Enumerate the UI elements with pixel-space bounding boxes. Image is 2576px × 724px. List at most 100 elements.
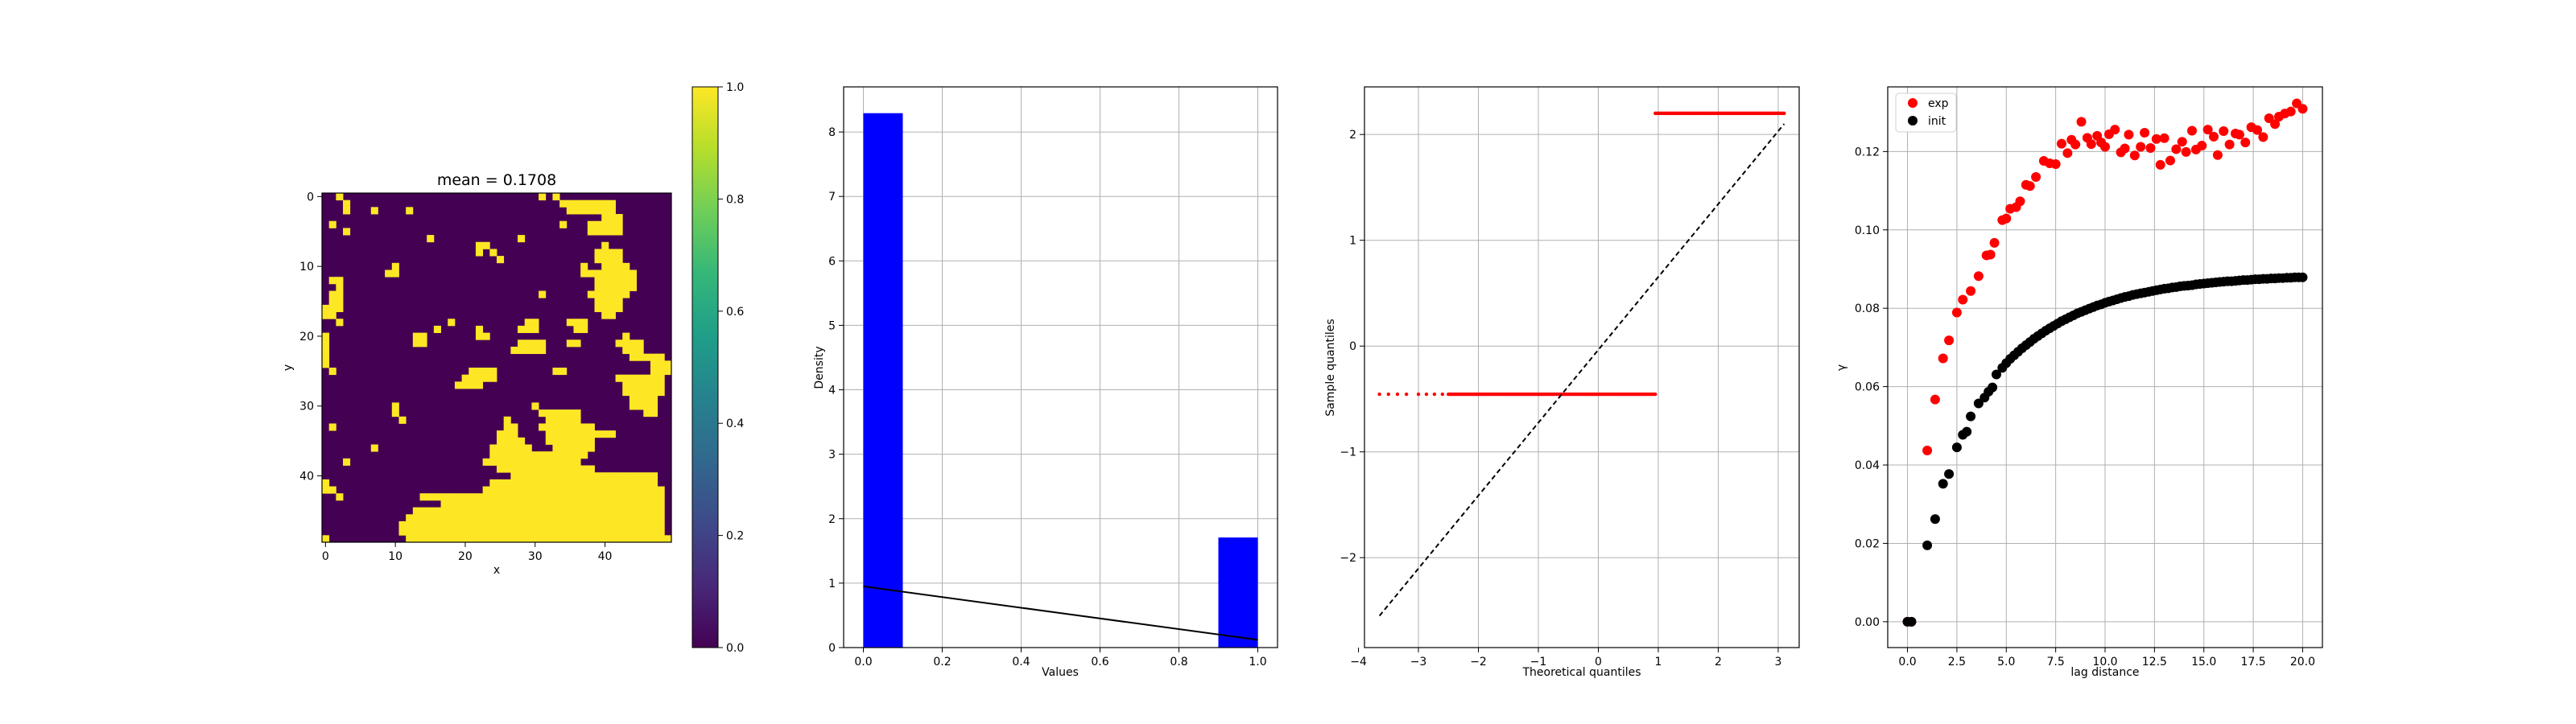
qq-x-tick-label: 2 (1715, 656, 1722, 668)
heatmap-cell (601, 228, 609, 236)
heatmap-cell (601, 493, 609, 501)
heatmap-cell (497, 479, 505, 487)
variogram-init-point (1951, 442, 1962, 453)
heatmap-cell (336, 290, 344, 298)
legend-label-init: init (1928, 115, 1946, 128)
heatmap-cell (650, 486, 658, 494)
heatmap-cell (580, 319, 588, 327)
heatmap-cell (657, 520, 665, 529)
heatmap-cell (539, 423, 547, 431)
heatmap-cell (657, 389, 665, 397)
heatmap-cell (587, 520, 595, 529)
heatmap-cell (454, 507, 462, 515)
heatmap-cell (545, 507, 553, 515)
heatmap-cell (489, 479, 497, 487)
variogram-exp-point (2086, 139, 2096, 150)
heatmap-cell (615, 262, 623, 270)
heatmap-cell (518, 465, 526, 473)
heatmap-cell (615, 228, 623, 236)
heatmap-cell (629, 381, 637, 389)
heatmap-cell (636, 389, 644, 397)
heatmap-cell (559, 486, 568, 494)
heatmap-cell (524, 458, 532, 466)
heatmap-cell (608, 493, 616, 501)
heatmap-cell (566, 514, 574, 522)
heatmap-cell (343, 228, 351, 236)
heatmap-cell (539, 500, 547, 508)
variogram-exp-point (2015, 196, 2025, 207)
heatmap-cell (580, 535, 588, 543)
qq-x-label: Theoretical quantiles (1521, 666, 1641, 679)
heatmap-cell (580, 500, 588, 508)
heatmap-cell (336, 304, 344, 312)
variogram-exp-point (2177, 137, 2187, 147)
heatmap-cell (566, 200, 574, 208)
variogram-exp-point (2258, 132, 2268, 142)
heatmap-cell (503, 520, 511, 529)
variogram-exp-point (2062, 148, 2073, 158)
histogram-y-tick-label: 0 (828, 642, 836, 655)
heatmap-cell (573, 423, 581, 431)
heatmap-cell (545, 458, 553, 466)
heatmap-cell (636, 374, 644, 382)
heatmap-cell (615, 304, 623, 312)
heatmap-cell (531, 325, 539, 333)
qq-plot-panel: Theoretical quantiles Sample quantiles −… (1324, 86, 1800, 679)
heatmap-cell (580, 493, 588, 501)
heatmap-cell (636, 514, 644, 522)
heatmap-cell (615, 472, 623, 480)
heatmap-cell (497, 437, 505, 445)
heatmap-cell (336, 193, 344, 201)
heatmap-cell (650, 479, 658, 487)
heatmap-cell (497, 256, 505, 264)
heatmap-cell (552, 514, 560, 522)
histogram-y-tick-label: 2 (828, 513, 836, 526)
heatmap-cell (608, 249, 616, 257)
heatmap-cell (657, 486, 665, 494)
variogram-exp-point (1938, 353, 1948, 364)
variogram-y-tick-label: 0.08 (1855, 302, 1880, 315)
heatmap-cell (559, 528, 568, 536)
variogram-exp-point (1951, 307, 1962, 318)
heatmap-cell (398, 528, 407, 536)
heatmap-cell (657, 374, 665, 382)
heatmap-cell (587, 528, 595, 536)
heatmap-cell (448, 493, 456, 501)
heatmap-cell (566, 479, 574, 487)
heatmap-cell (475, 535, 484, 543)
variogram-exp-point (2151, 134, 2161, 144)
variogram-exp-point (2050, 158, 2061, 169)
qq-sample-point (1782, 111, 1786, 116)
histogram-bar (863, 113, 903, 648)
heatmap-cell (518, 500, 526, 508)
heatmap-cell (629, 507, 637, 515)
heatmap-cell (448, 528, 456, 536)
heatmap-cell (608, 514, 616, 522)
heatmap-cell (440, 535, 448, 543)
histogram-y-tick-label: 8 (828, 126, 836, 139)
heatmap-cell (587, 507, 595, 515)
variogram-axes-frame (1887, 86, 2323, 648)
histogram-y-tick-label: 7 (828, 191, 836, 204)
heatmap-cell (622, 374, 630, 382)
heatmap-cell (650, 500, 658, 508)
heatmap-cell (539, 290, 547, 298)
heatmap-cell (524, 325, 532, 333)
heatmap-cell (454, 520, 462, 529)
heatmap-cell (531, 465, 539, 473)
heatmap-cell (427, 514, 435, 522)
heatmap-cell (489, 458, 497, 466)
heatmap-cell (559, 368, 568, 376)
variogram-exp-point (2197, 141, 2207, 151)
qq-sample-point (1404, 392, 1409, 397)
qq-sample-point (1432, 392, 1437, 397)
heatmap-cell (322, 332, 330, 340)
heatmap-cell (489, 493, 497, 501)
variogram-x-tick-label: 17.5 (2241, 656, 2266, 668)
heatmap-cell (559, 416, 568, 424)
heatmap-cell (469, 528, 477, 536)
heatmap-cell (615, 514, 623, 522)
heatmap-cell (615, 486, 623, 494)
variogram-y-tick-label: 0.04 (1855, 459, 1880, 472)
heatmap-cell (510, 486, 518, 494)
